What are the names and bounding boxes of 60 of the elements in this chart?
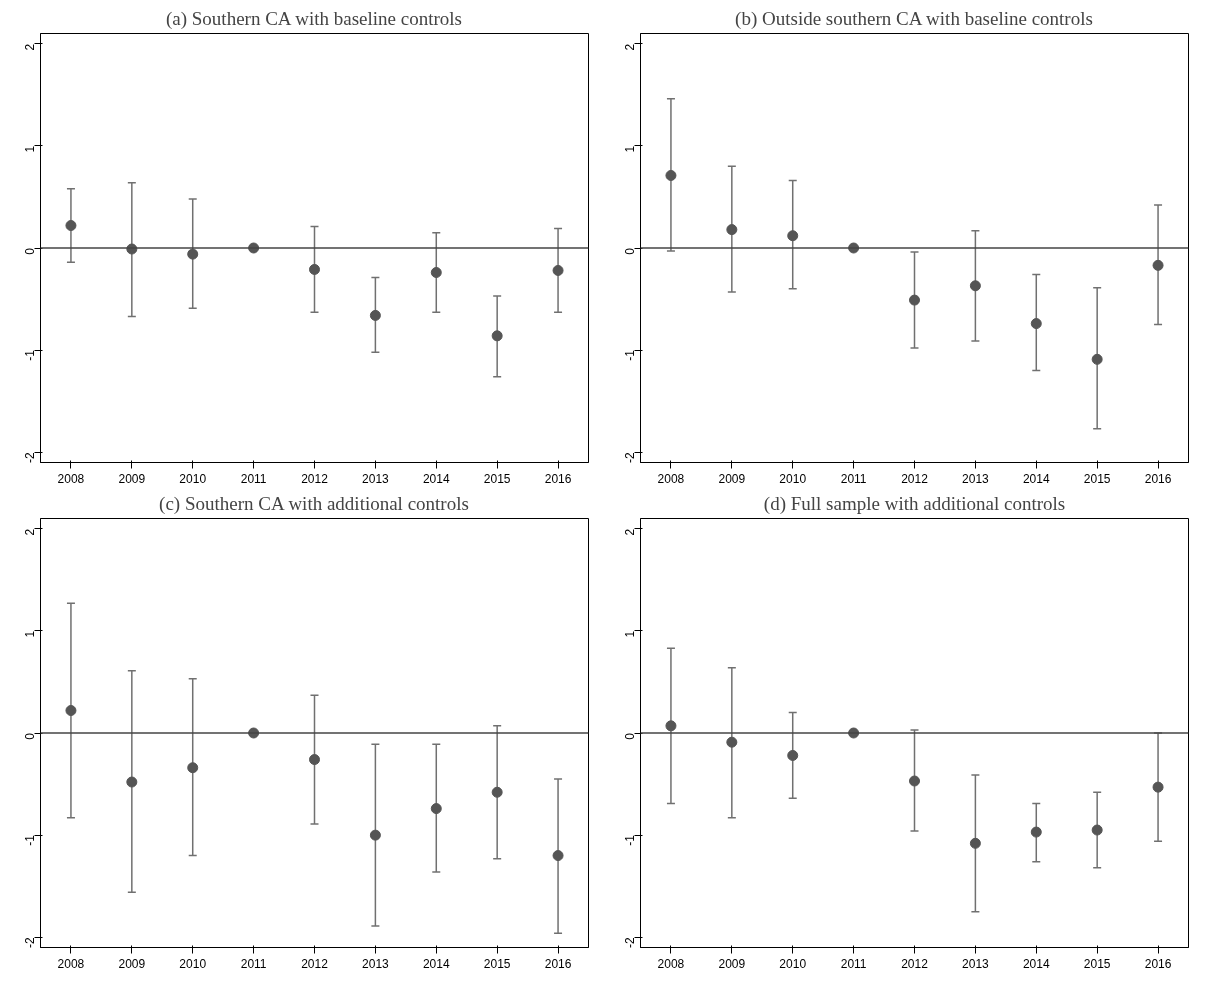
y-tick-label: 2 xyxy=(23,43,37,51)
x-tick-label: 2011 xyxy=(240,471,267,486)
y-tick-label: 0 xyxy=(623,732,637,740)
x-tick-label: 2014 xyxy=(1022,956,1050,971)
x-tick-label: 2008 xyxy=(57,471,85,486)
x-tick-label: 2008 xyxy=(657,471,685,486)
y-tick-label: -1 xyxy=(23,349,37,361)
y-tick-label: -2 xyxy=(623,936,637,948)
y-tick-label: -1 xyxy=(23,834,37,846)
chart-title: (a) Southern CA with baseline controls xyxy=(165,7,462,30)
x-tick-label: 2016 xyxy=(1144,471,1172,486)
chart-title: (c) Southern CA with additional controls xyxy=(159,492,469,515)
x-tick-label: 2009 xyxy=(718,471,746,486)
y-tick-label: -2 xyxy=(623,451,637,463)
chart-title: (b) Outside southern CA with baseline controls xyxy=(735,7,1093,30)
y-tick-label: 2 xyxy=(623,528,637,536)
x-tick-label: 2008 xyxy=(57,956,85,971)
y-tick-label: -2 xyxy=(23,451,37,463)
x-tick-label: 2010 xyxy=(179,956,207,971)
x-tick-label: 2016 xyxy=(544,471,572,486)
y-tick-label: 0 xyxy=(23,247,37,255)
x-tick-label: 2009 xyxy=(118,956,146,971)
x-tick-label: 2012 xyxy=(301,956,329,971)
x-tick-label: 2011 xyxy=(840,956,867,971)
x-tick-label: 2012 xyxy=(901,471,929,486)
y-tick-label: 0 xyxy=(623,247,637,255)
x-tick-label: 2009 xyxy=(118,471,146,486)
x-tick-label: 2012 xyxy=(301,471,329,486)
x-tick-label: 2015 xyxy=(483,471,511,486)
x-tick-label: 2015 xyxy=(1083,956,1111,971)
x-tick-label: 2010 xyxy=(779,956,807,971)
x-tick-label: 2011 xyxy=(840,471,867,486)
y-tick-label: 0 xyxy=(23,732,37,740)
y-tick-label: 1 xyxy=(623,145,637,153)
x-tick-label: 2013 xyxy=(962,471,990,486)
y-tick-label: 1 xyxy=(23,630,37,638)
y-tick-label: -2 xyxy=(23,936,37,948)
x-tick-label: 2012 xyxy=(901,956,929,971)
x-tick-label: 2014 xyxy=(1022,471,1050,486)
y-tick-label: -1 xyxy=(623,349,637,361)
x-tick-label: 2009 xyxy=(718,956,746,971)
x-tick-label: 2013 xyxy=(962,956,990,971)
y-tick-label: -1 xyxy=(623,834,637,846)
x-tick-label: 2016 xyxy=(544,956,572,971)
y-tick-label: 1 xyxy=(23,145,37,153)
x-tick-label: 2014 xyxy=(422,471,450,486)
x-tick-label: 2010 xyxy=(179,471,207,486)
y-tick-label: 2 xyxy=(23,528,37,536)
x-tick-label: 2015 xyxy=(1083,471,1111,486)
y-tick-label: 1 xyxy=(623,630,637,638)
x-tick-label: 2011 xyxy=(240,956,267,971)
y-tick-label: 2 xyxy=(623,43,637,51)
x-tick-label: 2014 xyxy=(422,956,450,971)
x-tick-label: 2016 xyxy=(1144,956,1172,971)
chart-title: (d) Full sample with additional controls xyxy=(763,492,1066,515)
x-tick-label: 2008 xyxy=(657,956,685,971)
x-tick-label: 2010 xyxy=(779,471,807,486)
x-tick-label: 2015 xyxy=(483,956,511,971)
x-tick-label: 2013 xyxy=(362,471,390,486)
x-tick-label: 2013 xyxy=(362,956,390,971)
